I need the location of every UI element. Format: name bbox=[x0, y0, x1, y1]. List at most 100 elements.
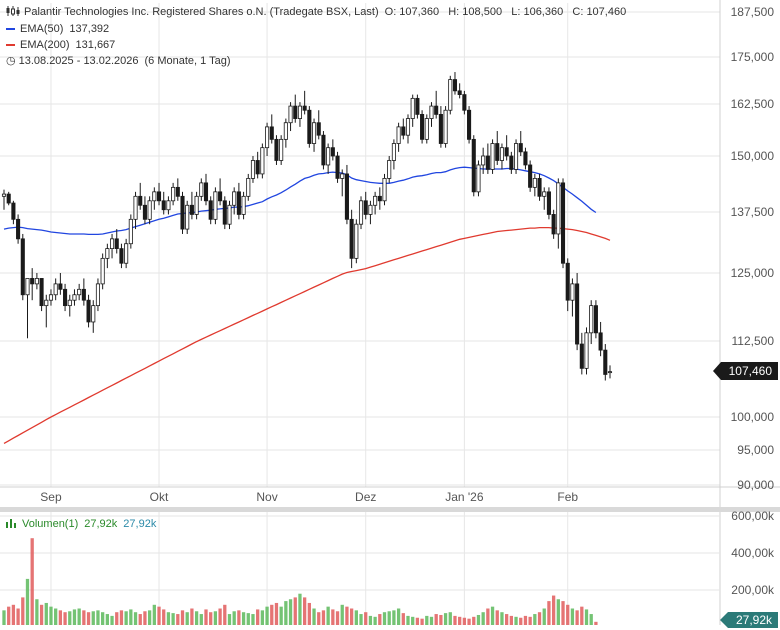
candle-body bbox=[307, 109, 312, 144]
volume-bar bbox=[321, 610, 326, 625]
candle-body bbox=[415, 97, 420, 115]
candle-body bbox=[11, 202, 16, 220]
ema50-line bbox=[3, 166, 597, 236]
candle-body bbox=[490, 143, 495, 170]
candle-body bbox=[457, 90, 462, 95]
candle bbox=[208, 196, 213, 225]
volume-bar bbox=[519, 617, 523, 625]
candle-body bbox=[156, 191, 162, 202]
volume-bar bbox=[373, 616, 377, 625]
volume-bar bbox=[575, 610, 579, 625]
candle bbox=[1, 189, 7, 210]
legend-ema50[interactable]: EMA(50) 137,392 bbox=[6, 22, 109, 36]
volume-bar bbox=[157, 606, 161, 625]
volume-bar bbox=[556, 599, 560, 625]
candle-body bbox=[584, 332, 589, 369]
candle-body bbox=[532, 177, 537, 188]
candle bbox=[542, 187, 547, 210]
candle bbox=[250, 156, 256, 183]
candle-body bbox=[312, 122, 317, 144]
candle-body bbox=[316, 122, 321, 136]
candle bbox=[222, 196, 227, 230]
volume-bar bbox=[382, 612, 387, 625]
candle-body bbox=[551, 214, 556, 235]
candle-body bbox=[48, 294, 54, 301]
candle-body bbox=[1, 193, 7, 197]
candle bbox=[119, 243, 124, 269]
volume-label: Volumen(1) bbox=[22, 518, 79, 530]
volume-bar bbox=[359, 614, 363, 625]
volume-bar bbox=[119, 610, 124, 625]
volume-bar bbox=[260, 610, 265, 625]
volume-bar bbox=[547, 601, 551, 625]
candle-body bbox=[476, 164, 481, 193]
chart-title: Palantir Technologies Inc. Registered Sh… bbox=[24, 6, 379, 18]
volume-bar bbox=[54, 608, 58, 625]
ema200-swatch bbox=[6, 44, 15, 47]
candle bbox=[232, 187, 237, 215]
volume-bar bbox=[354, 610, 358, 625]
volume-bar bbox=[401, 613, 405, 625]
candle bbox=[382, 173, 387, 206]
candle bbox=[377, 187, 382, 210]
candle-body bbox=[189, 204, 194, 215]
ema200-line bbox=[3, 226, 611, 444]
candle-body bbox=[377, 195, 382, 202]
candle-body bbox=[269, 126, 274, 140]
panel-divider bbox=[0, 507, 780, 512]
legend-ema200[interactable]: EMA(200) 131,667 bbox=[6, 38, 115, 52]
volume-bar bbox=[77, 608, 81, 625]
candle-body bbox=[232, 191, 237, 206]
candle-body bbox=[321, 134, 326, 166]
candle bbox=[476, 160, 481, 197]
candle bbox=[81, 278, 86, 306]
volume-bar bbox=[105, 614, 109, 625]
volume-bar bbox=[7, 606, 11, 625]
volume-bar bbox=[96, 610, 100, 625]
candle-body bbox=[373, 195, 378, 206]
volume-bar bbox=[392, 610, 396, 625]
candle-body bbox=[133, 195, 138, 220]
volume-bar bbox=[138, 614, 142, 625]
candle bbox=[546, 187, 551, 220]
candle bbox=[584, 327, 589, 375]
candle-body bbox=[199, 182, 204, 197]
candle-body bbox=[180, 195, 185, 230]
candle-body bbox=[77, 288, 82, 296]
volume-bar bbox=[584, 609, 589, 625]
candle-body bbox=[579, 343, 584, 369]
candle bbox=[537, 173, 542, 201]
candle-body bbox=[213, 191, 218, 220]
volume-bar bbox=[551, 595, 556, 625]
candle bbox=[335, 151, 340, 183]
price-grid bbox=[0, 3, 720, 625]
candle bbox=[227, 200, 232, 230]
volume-bar bbox=[166, 612, 171, 625]
candle-body bbox=[288, 105, 293, 124]
candle-body bbox=[53, 283, 58, 296]
candle bbox=[532, 173, 537, 197]
volume-bar bbox=[448, 612, 452, 625]
candle bbox=[156, 182, 162, 206]
candle bbox=[269, 114, 274, 144]
candle-body bbox=[556, 182, 561, 235]
candle-body bbox=[485, 155, 490, 170]
volume-bar bbox=[190, 608, 194, 625]
candle bbox=[194, 191, 199, 220]
candle-body bbox=[349, 218, 354, 259]
candle-body bbox=[25, 278, 30, 296]
candle-body bbox=[542, 191, 547, 197]
candle-body bbox=[236, 191, 241, 215]
clock-icon: ◷ bbox=[6, 55, 16, 67]
candle-body bbox=[443, 109, 448, 144]
volume-bar bbox=[481, 612, 485, 625]
volume-bar bbox=[533, 614, 537, 625]
candle bbox=[44, 294, 49, 328]
candle-body bbox=[119, 248, 124, 264]
candle-body bbox=[274, 138, 279, 161]
candle bbox=[471, 135, 476, 197]
volume-bar bbox=[194, 611, 199, 625]
candle-body bbox=[302, 105, 307, 111]
y-tick-label: 90,000 bbox=[737, 478, 774, 492]
